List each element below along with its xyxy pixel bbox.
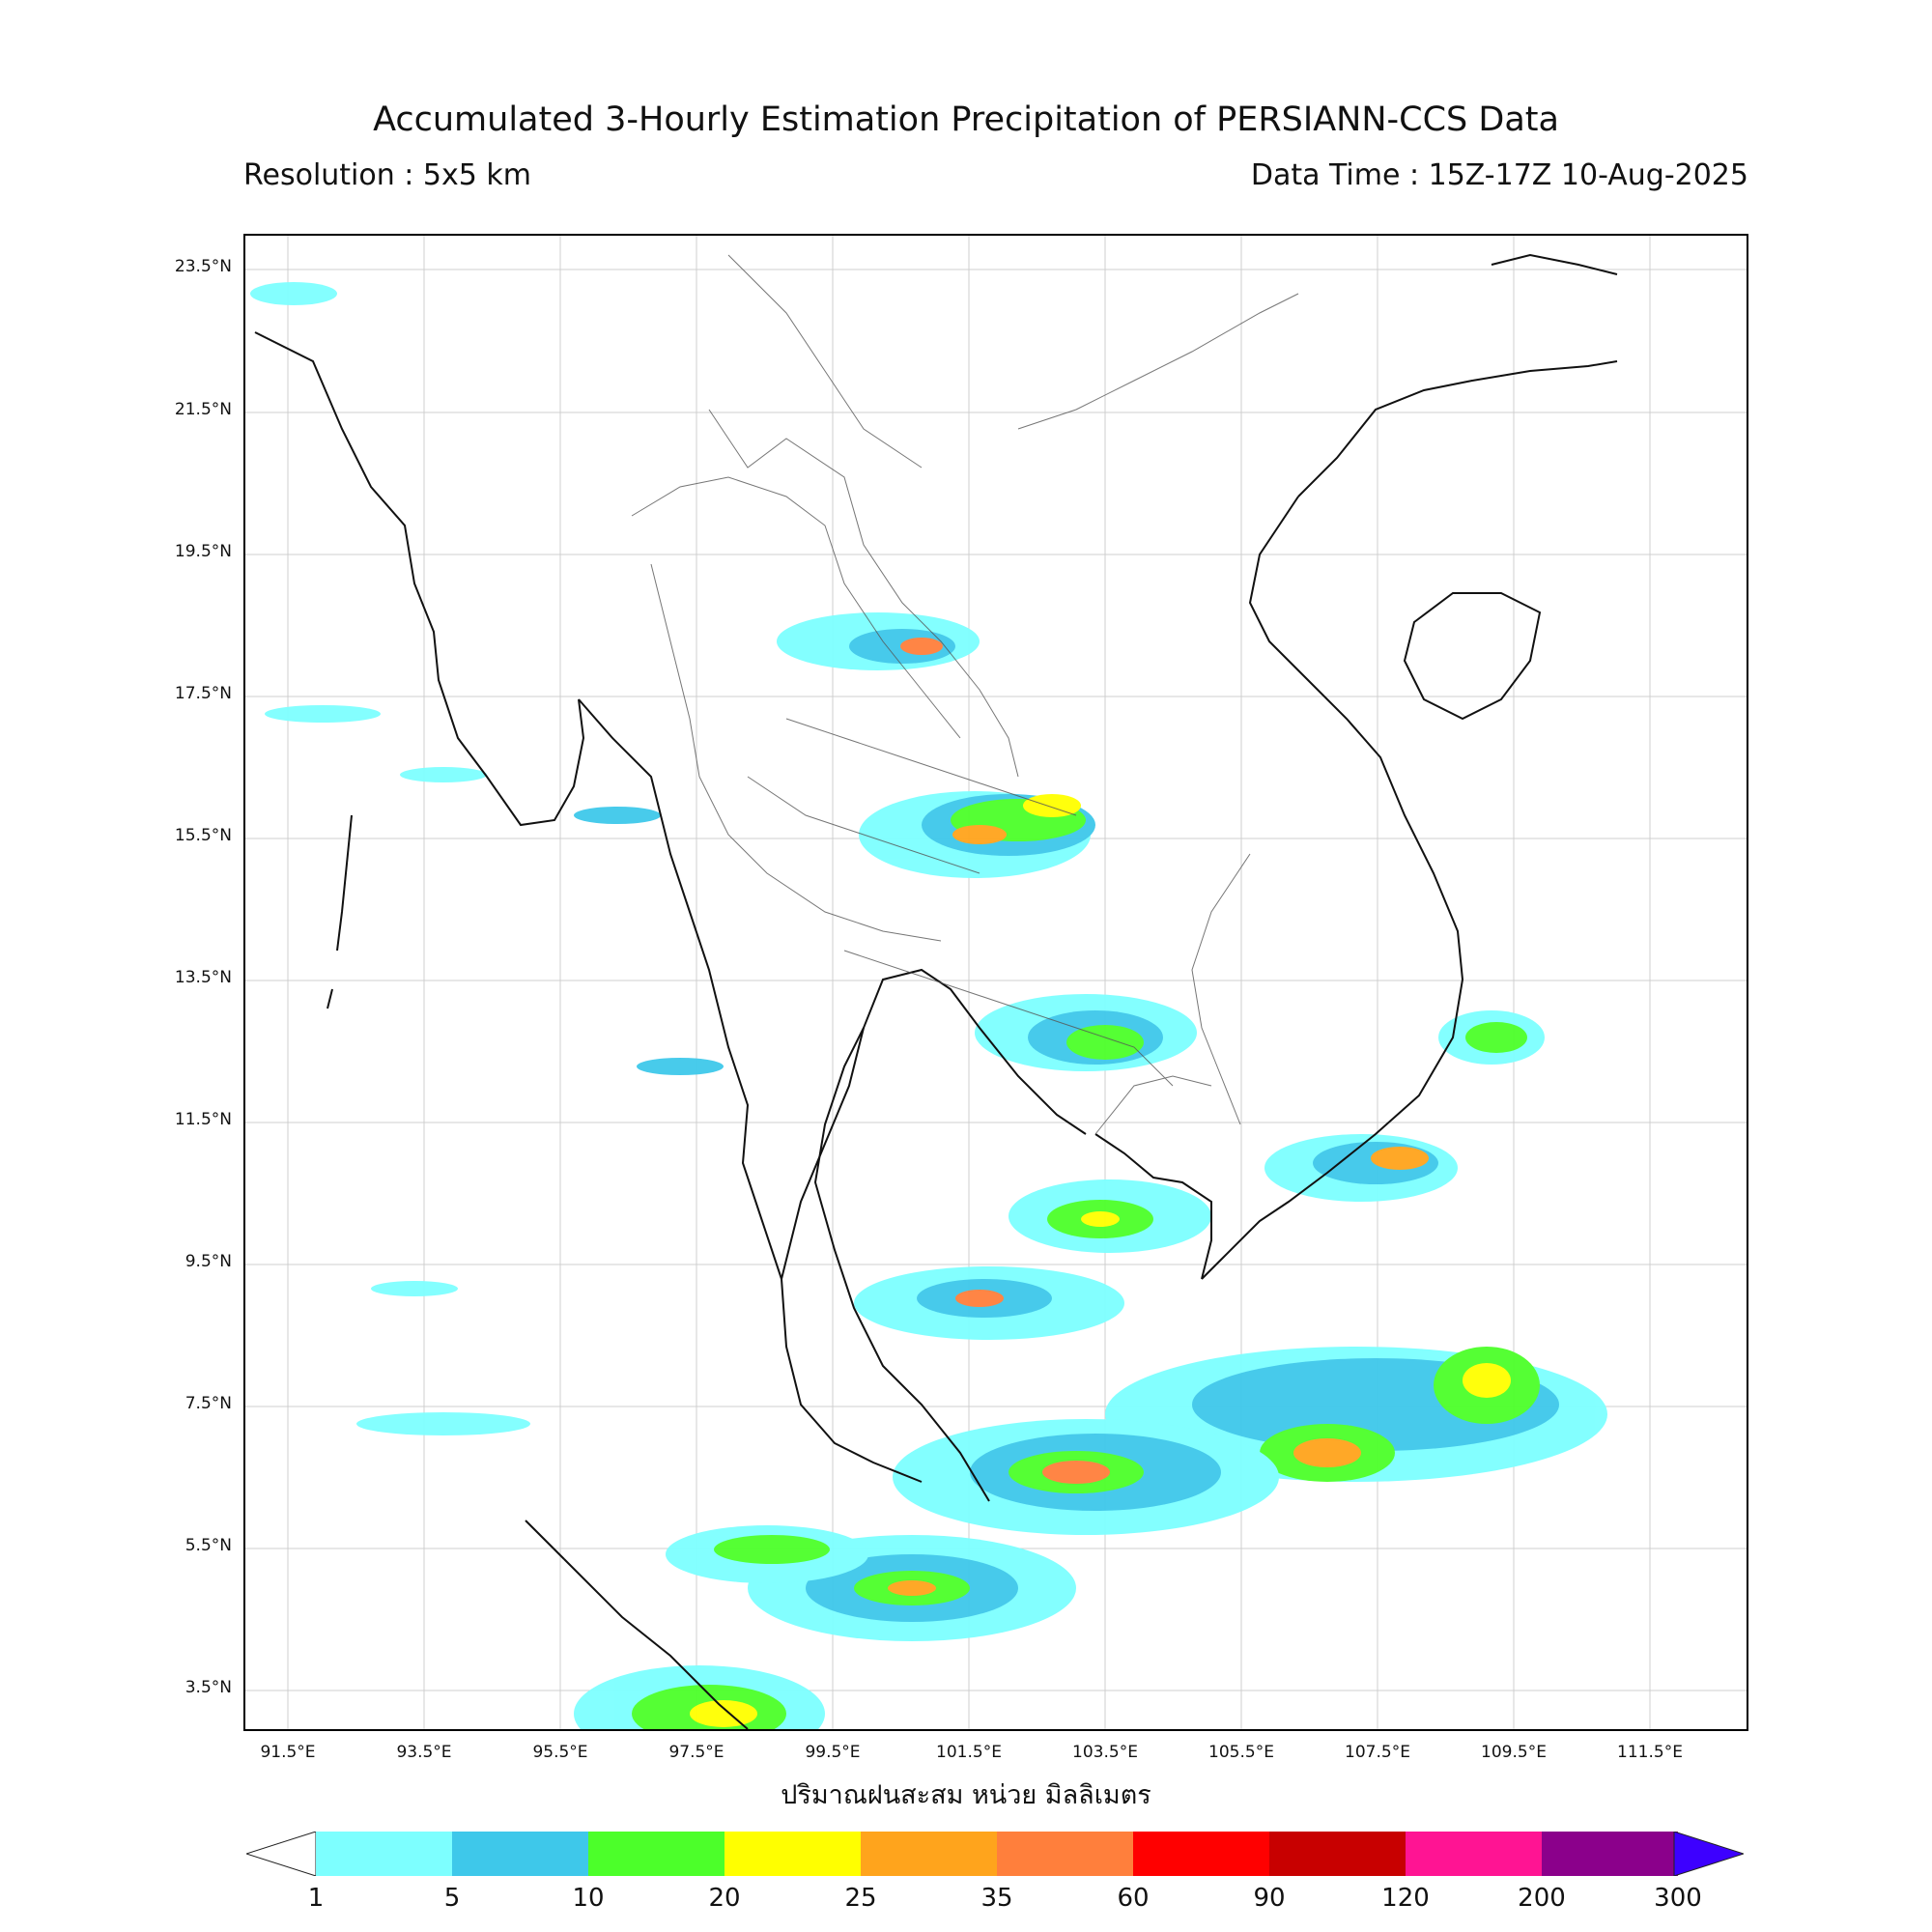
colorbar-label-120: 120 [1381, 1884, 1430, 1913]
colorbar-segment [1269, 1832, 1406, 1876]
colorbar-low-arrow [246, 1832, 317, 1876]
colorbar-label-10: 10 [572, 1884, 605, 1913]
colorbar [246, 1832, 1744, 1876]
y-tick-17-5: 17.5°N [174, 684, 232, 703]
y-tick-5-5: 5.5°N [185, 1536, 232, 1555]
y-tick-3-5: 3.5°N [185, 1678, 232, 1697]
province-borders [631, 254, 1299, 1135]
colorbar-unit-label: ปริมาณฝนสะสม หน่วย มิลลิเมตร [781, 1780, 1151, 1810]
data-time-label: Data Time : 15Z-17Z 10-Aug-2025 [1250, 158, 1748, 192]
x-tick-103-5: 103.5°E [1072, 1743, 1138, 1762]
y-tick-15-5: 15.5°N [174, 826, 232, 845]
map-title: Accumulated 3-Hourly Estimation Precipit… [373, 100, 1559, 139]
x-tick-93-5: 93.5°E [396, 1743, 452, 1762]
colorbar-label-35: 35 [980, 1884, 1013, 1913]
colorbar-segment [997, 1832, 1133, 1876]
colorbar-segment [1542, 1832, 1678, 1876]
colorbar-segment [1133, 1832, 1269, 1876]
y-tick-11-5: 11.5°N [174, 1110, 232, 1129]
colorbar-label-200: 200 [1518, 1884, 1566, 1913]
colorbar-label-300: 300 [1654, 1884, 1702, 1913]
x-tick-107-5: 107.5°E [1345, 1743, 1410, 1762]
x-tick-95-5: 95.5°E [532, 1743, 588, 1762]
y-tick-19-5: 19.5°N [174, 542, 232, 561]
colorbar-segment [724, 1832, 861, 1876]
y-tick-9-5: 9.5°N [185, 1252, 232, 1271]
colorbar-label-60: 60 [1117, 1884, 1150, 1913]
colorbar-label-1: 1 [307, 1884, 325, 1913]
x-tick-111-5: 111.5°E [1617, 1743, 1683, 1762]
y-tick-13-5: 13.5°N [174, 968, 232, 987]
y-tick-23-5: 23.5°N [174, 257, 232, 276]
y-tick-7-5: 7.5°N [185, 1394, 232, 1413]
precipitation-map [243, 234, 1748, 1731]
map-canvas [245, 236, 1747, 1729]
x-tick-109-5: 109.5°E [1481, 1743, 1547, 1762]
colorbar-segment [588, 1832, 724, 1876]
colorbar-segment [1406, 1832, 1542, 1876]
colorbar-segment [861, 1832, 997, 1876]
colorbar-label-5: 5 [443, 1884, 461, 1913]
colorbar-segments [316, 1832, 1678, 1876]
x-tick-97-5: 97.5°E [668, 1743, 724, 1762]
precipitation-cells [250, 282, 1607, 1729]
colorbar-segment [316, 1832, 452, 1876]
colorbar-segment [452, 1832, 588, 1876]
x-tick-99-5: 99.5°E [805, 1743, 861, 1762]
colorbar-label-90: 90 [1253, 1884, 1286, 1913]
x-tick-105-5: 105.5°E [1208, 1743, 1274, 1762]
y-tick-21-5: 21.5°N [174, 400, 232, 419]
x-tick-101-5: 101.5°E [936, 1743, 1002, 1762]
resolution-label: Resolution : 5x5 km [243, 158, 531, 192]
colorbar-label-20: 20 [708, 1884, 741, 1913]
map-gridlines [245, 236, 1747, 1729]
x-tick-91-5: 91.5°E [260, 1743, 316, 1762]
coastlines [254, 253, 1618, 1729]
colorbar-high-arrow [1673, 1832, 1744, 1876]
colorbar-label-25: 25 [844, 1884, 877, 1913]
